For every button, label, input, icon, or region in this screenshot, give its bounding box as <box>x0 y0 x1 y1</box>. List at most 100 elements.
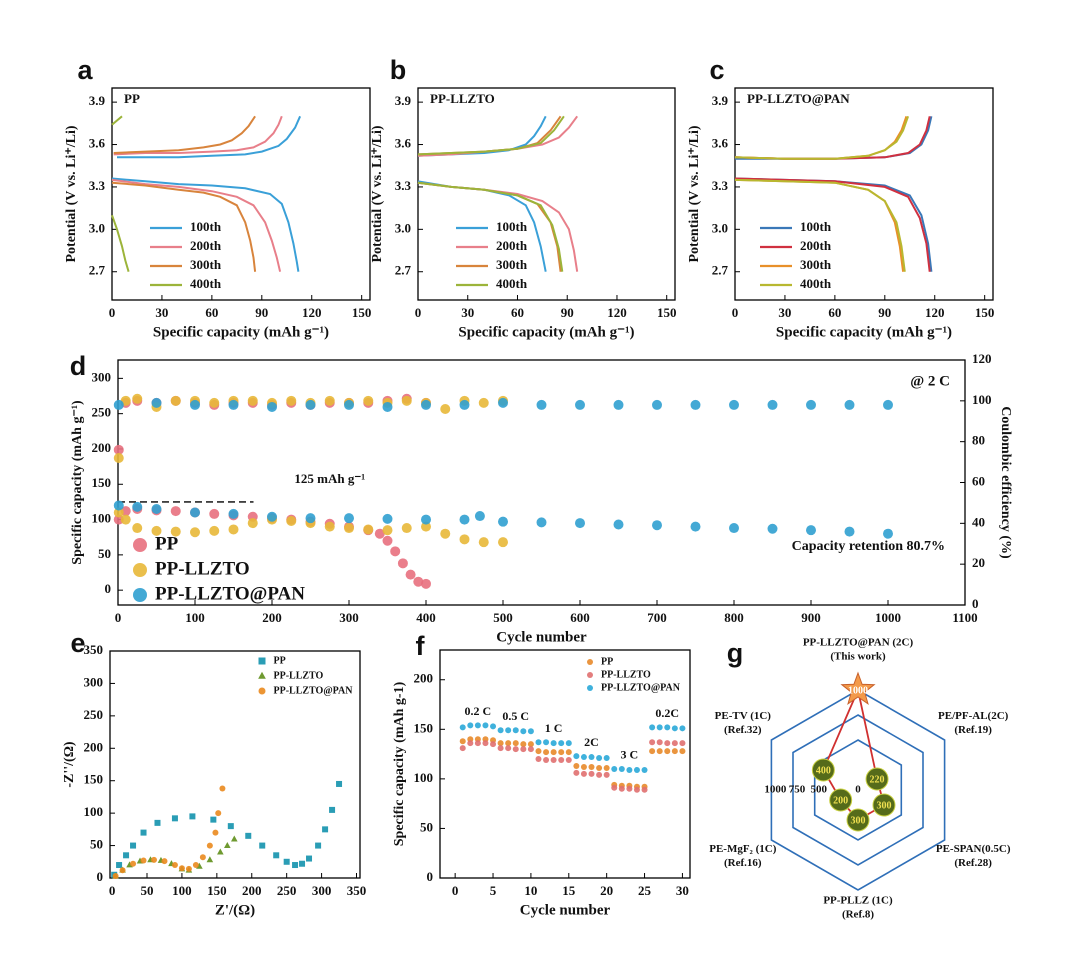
marker <box>151 525 162 536</box>
marker <box>113 444 124 455</box>
marker <box>267 511 277 522</box>
legend-label: 200th <box>800 238 832 253</box>
marker <box>527 728 534 735</box>
y-tick-label: 50 <box>90 837 103 852</box>
r-tick-label: 0 <box>855 784 861 796</box>
marker <box>865 767 889 791</box>
y-tick-label: 300 <box>92 369 112 384</box>
legend-label: 100th <box>496 219 528 234</box>
marker <box>478 537 489 548</box>
y-tick-label: 3.9 <box>395 93 412 108</box>
y2-tick-label: 40 <box>972 514 985 529</box>
marker <box>535 748 542 755</box>
marker <box>729 523 739 534</box>
legend-label: 100th <box>190 219 222 234</box>
category-label: PE-SPAN(0.5C) <box>936 843 1011 855</box>
series-line <box>111 115 283 272</box>
y2-tick-label: 100 <box>972 392 992 407</box>
marker <box>259 842 266 849</box>
y-tick-label: 3.6 <box>89 136 106 151</box>
category-label: (Ref.16) <box>724 857 762 869</box>
plot-frame <box>109 650 361 879</box>
x-tick-label: 10 <box>524 883 537 898</box>
marker <box>603 755 610 762</box>
legend-label: PP <box>601 656 613 667</box>
y-tick-label: 3.6 <box>395 136 412 151</box>
marker <box>690 399 701 410</box>
x-tick-label: 0 <box>109 883 116 898</box>
marker <box>844 526 855 537</box>
x-tick-label: 5 <box>490 883 497 898</box>
marker <box>206 856 214 863</box>
marker <box>573 753 580 760</box>
marker <box>482 740 489 747</box>
marker <box>390 546 401 557</box>
y-tick-label: 200 <box>414 671 434 686</box>
y-tick-label: 0 <box>427 869 434 884</box>
marker <box>130 842 137 849</box>
marker <box>120 514 131 525</box>
marker <box>512 740 519 747</box>
marker <box>536 399 547 410</box>
marker <box>344 399 354 410</box>
y-tick-label: 250 <box>92 405 112 420</box>
grid-ring <box>792 714 924 866</box>
marker <box>613 399 624 410</box>
marker <box>550 749 557 756</box>
marker <box>596 755 603 762</box>
legend-label: 300th <box>496 257 528 272</box>
legend-label: PP-LLZTO <box>274 670 324 681</box>
marker <box>478 397 489 408</box>
y2-axis-label: Coulombic efficiency (%) <box>998 406 1013 559</box>
marker <box>363 395 374 406</box>
marker <box>618 785 625 792</box>
marker <box>286 395 297 406</box>
marker <box>171 815 178 822</box>
marker <box>543 757 550 764</box>
marker <box>170 395 181 406</box>
marker <box>671 748 678 755</box>
y-tick-label: 3.9 <box>712 93 729 108</box>
legend-label: PP <box>155 533 179 554</box>
marker <box>498 537 508 548</box>
x-tick-label: 0 <box>415 305 422 320</box>
marker <box>219 785 226 792</box>
marker <box>154 819 161 826</box>
x-tick-label: 120 <box>925 305 945 320</box>
marker <box>421 578 431 589</box>
marker <box>490 741 497 748</box>
y-tick-label: 3.6 <box>712 136 729 151</box>
y-tick-label: 100 <box>84 804 104 819</box>
marker <box>440 528 451 539</box>
marker <box>209 525 220 536</box>
marker <box>520 728 527 735</box>
marker <box>258 671 266 679</box>
category-label: PP-PLLZ (1C) <box>823 895 893 907</box>
marker <box>474 511 485 522</box>
marker <box>664 748 671 755</box>
category-label: (Ref.19) <box>954 724 992 736</box>
value-label: 220 <box>870 774 885 785</box>
category-label: (Ref.32) <box>724 724 762 736</box>
marker <box>322 826 329 833</box>
marker <box>113 500 124 511</box>
panel-label: c <box>709 55 724 85</box>
marker <box>228 524 239 535</box>
marker <box>382 525 393 536</box>
x-tick-label: 30 <box>155 305 168 320</box>
marker <box>344 513 354 524</box>
x-axis-label: Specific capacity (mAh g⁻¹) <box>776 324 952 340</box>
marker <box>656 739 663 746</box>
marker <box>247 518 258 529</box>
marker <box>382 535 393 546</box>
legend-label: 100th <box>800 219 832 234</box>
x-tick-label: 60 <box>205 305 218 320</box>
marker <box>170 506 181 517</box>
marker <box>132 523 143 534</box>
x-tick-label: 300 <box>339 610 359 625</box>
marker <box>329 806 336 813</box>
marker <box>520 741 527 748</box>
marker <box>671 740 678 747</box>
marker <box>245 832 252 839</box>
